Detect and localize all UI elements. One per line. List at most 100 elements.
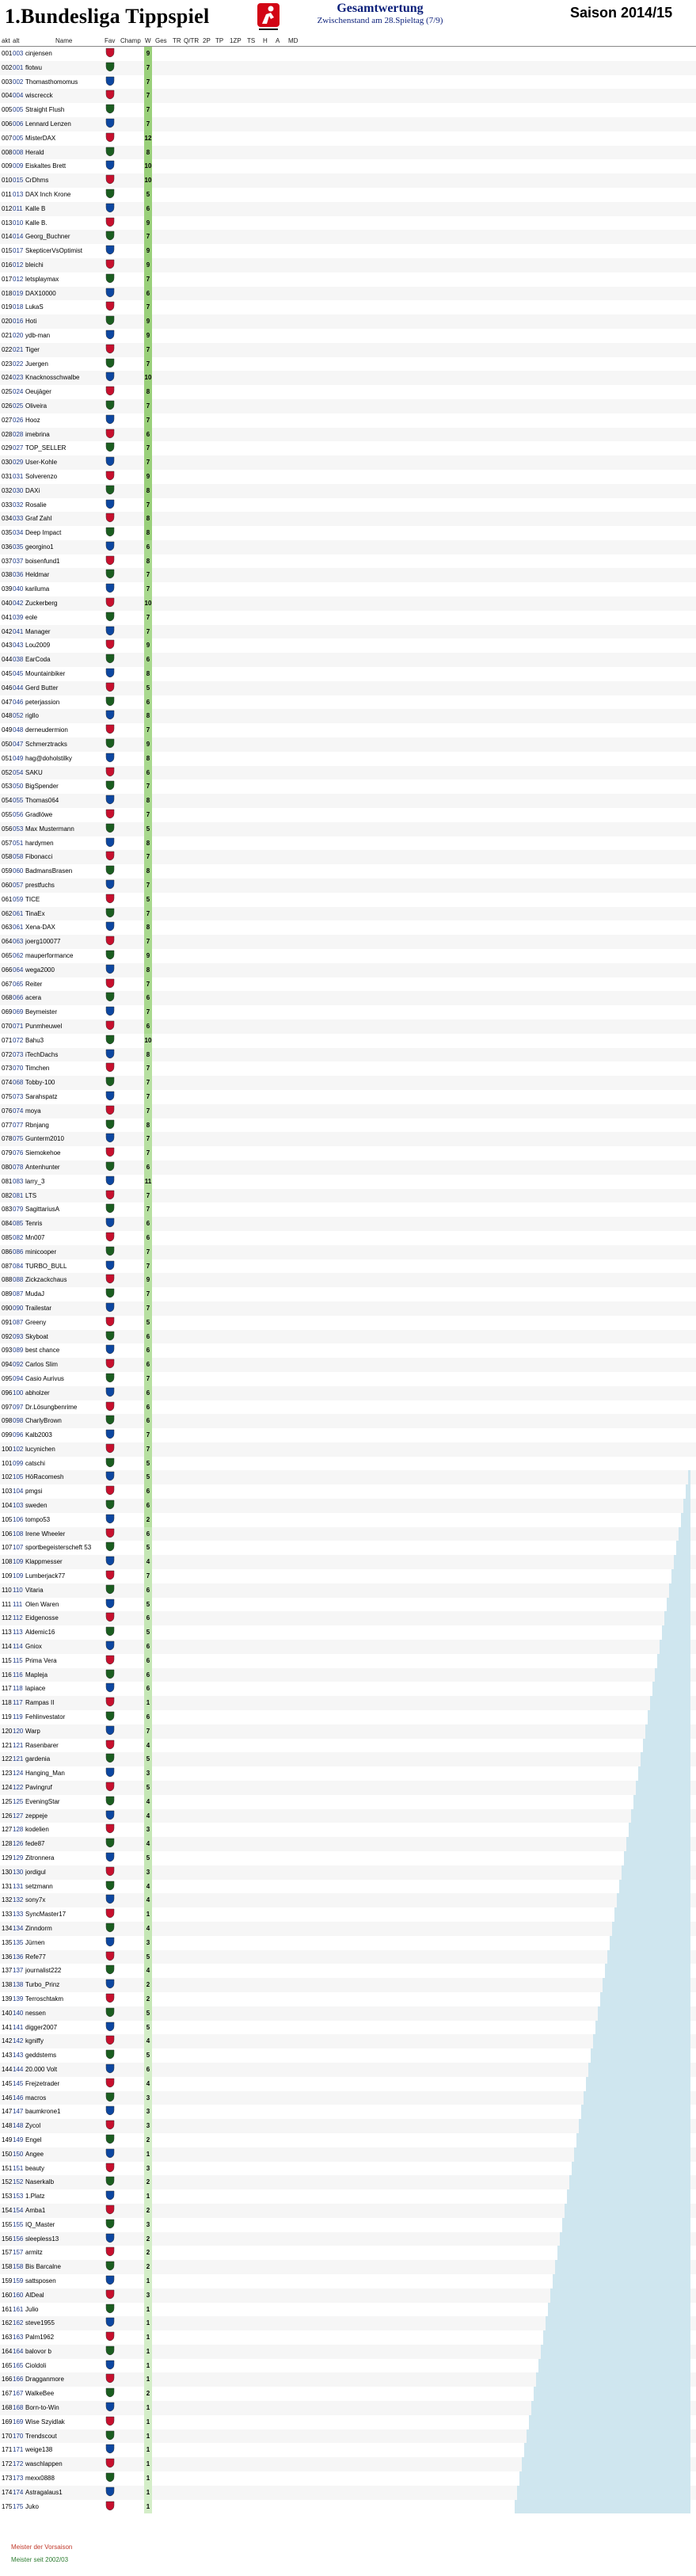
player-name[interactable]: EarCoda [25,656,51,664]
player-name[interactable]: waschlappen [25,2460,63,2468]
player-name[interactable]: Timchen [25,1065,50,1073]
player-name[interactable]: Angee [25,2150,44,2158]
player-name[interactable]: Lumberjack77 [25,1572,66,1580]
player-name[interactable]: cinjensen [25,50,52,57]
player-name[interactable]: WalkeBee [25,2390,55,2398]
player-name[interactable]: Bahu3 [25,1036,44,1044]
player-name[interactable]: Dr.Lösungbenrime [25,1403,78,1411]
player-name[interactable]: Hoti [25,318,37,326]
player-name[interactable]: IQ_Master [25,2220,55,2228]
player-name[interactable]: boisenfund1 [25,557,60,565]
player-name[interactable]: joerg100077 [25,938,61,946]
player-name[interactable]: Aldemic16 [25,1629,55,1637]
player-name[interactable]: Gniox [25,1643,42,1651]
player-name[interactable]: Irene Wheeler [25,1530,66,1538]
player-name[interactable]: abholzer [25,1389,50,1397]
player-name[interactable]: georgino1 [25,543,54,551]
player-name[interactable]: Palm1962 [25,2334,55,2342]
player-name[interactable]: Sarahspatz [25,1092,58,1100]
player-name[interactable]: TICE [25,895,40,903]
player-name[interactable]: Klappmesser [25,1558,63,1566]
player-name[interactable]: Refe77 [25,1953,46,1961]
player-name[interactable]: 20.000 Volt [25,2065,58,2073]
player-name[interactable]: SkepticerVsOptimist [25,247,83,255]
player-name[interactable]: Gunterm2010 [25,1135,64,1143]
player-name[interactable]: Engel [25,2136,42,2143]
player-name[interactable]: Graf Zahl [25,515,52,523]
player-name[interactable]: Heldmar [25,571,50,579]
player-name[interactable]: Greeny [25,1318,47,1326]
player-name[interactable]: sweden [25,1502,48,1510]
player-name[interactable]: kariluma [25,585,50,593]
player-name[interactable]: fede87 [25,1840,45,1848]
player-name[interactable]: flotwu [25,63,42,71]
player-name[interactable]: AlDeal [25,2291,44,2299]
player-name[interactable]: moya [25,1107,41,1115]
player-name[interactable]: Casio Aurivus [25,1374,64,1382]
player-name[interactable]: sleepless13 [25,2235,59,2243]
player-name[interactable]: Hanging_Man [25,1770,65,1778]
player-name[interactable]: sattsposen [25,2277,56,2284]
player-name[interactable]: mauperformance [25,952,74,959]
player-name[interactable]: journalist222 [25,1967,62,1975]
player-name[interactable]: Thomasthomomus [25,78,78,86]
player-name[interactable]: balovor b [25,2347,51,2355]
player-name[interactable]: Zinndorm [25,1924,52,1932]
player-name[interactable]: sony7x [25,1896,46,1904]
player-name[interactable]: Kalb2003 [25,1431,52,1439]
player-name[interactable]: Frejzetrader [25,2079,60,2087]
player-name[interactable]: Juergen [25,360,48,368]
player-name[interactable]: acera [25,994,42,1002]
player-name[interactable]: Gradlöwe [25,811,53,819]
player-name[interactable]: Thomas064 [25,797,59,805]
player-name[interactable]: Straight Flush [25,106,65,114]
player-name[interactable]: Prima Vera [25,1656,57,1664]
player-name[interactable]: HöRacomesh [25,1473,64,1481]
player-name[interactable]: Zitronnera [25,1854,55,1862]
player-name[interactable]: gardenia [25,1755,51,1763]
player-name[interactable]: MudaJ [25,1290,45,1298]
player-name[interactable]: Dragganmore [25,2376,64,2384]
player-name[interactable]: Oliveira [25,402,48,410]
player-name[interactable]: Xena-DAX [25,924,55,932]
player-name[interactable]: BigSpender [25,783,59,791]
player-name[interactable]: jordigul [25,1868,46,1876]
player-name[interactable]: eole [25,613,38,621]
player-name[interactable]: Punmheuwel [25,1022,63,1030]
player-name[interactable]: Cioldoli [25,2361,47,2369]
player-name[interactable]: TinaEx [25,909,45,917]
player-name[interactable]: Mn007 [25,1233,45,1241]
player-name[interactable]: Schmerztracks [25,741,67,749]
player-name[interactable]: Fibonacci [25,853,53,861]
player-name[interactable]: Zickzackchaus [25,1276,67,1284]
player-name[interactable]: beauty [25,2164,45,2172]
player-name[interactable]: Hooz [25,416,40,424]
player-name[interactable]: 1.Platz [25,2193,45,2201]
player-name[interactable]: SagittariusA [25,1206,60,1214]
player-name[interactable]: DAXi [25,486,40,494]
player-name[interactable]: larry_3 [25,1177,45,1185]
player-name[interactable]: Rbnjang [25,1121,49,1129]
player-name[interactable]: SAKU [25,768,43,776]
player-name[interactable]: baumkrone1 [25,2108,61,2116]
player-name[interactable]: Warp [25,1727,40,1735]
player-name[interactable]: steve1955 [25,2319,55,2327]
player-name[interactable]: mexx0888 [25,2475,55,2483]
player-name[interactable]: Gerd Butter [25,684,59,692]
player-name[interactable]: Carlos Slim [25,1361,58,1369]
player-name[interactable]: hag@doholstilky [25,754,72,762]
player-name[interactable]: Mapleja [25,1671,48,1679]
player-name[interactable]: Kalle B [25,204,46,212]
player-name[interactable]: Mountainbiker [25,670,66,678]
player-name[interactable]: Terroschtakm [25,1995,64,2002]
player-name[interactable]: User-Kohle [25,459,58,467]
player-name[interactable]: armitz [25,2249,43,2257]
player-name[interactable]: Jürnen [25,1938,45,1946]
player-name[interactable]: Julio [25,2305,39,2313]
player-name[interactable]: wiscrecck [25,92,53,100]
player-name[interactable]: peterjassion [25,698,60,706]
player-name[interactable]: minicooper [25,1248,57,1256]
player-name[interactable]: Georg_Buchner [25,233,70,241]
player-name[interactable]: nessen [25,2009,46,2017]
player-name[interactable]: LukaS [25,303,44,311]
